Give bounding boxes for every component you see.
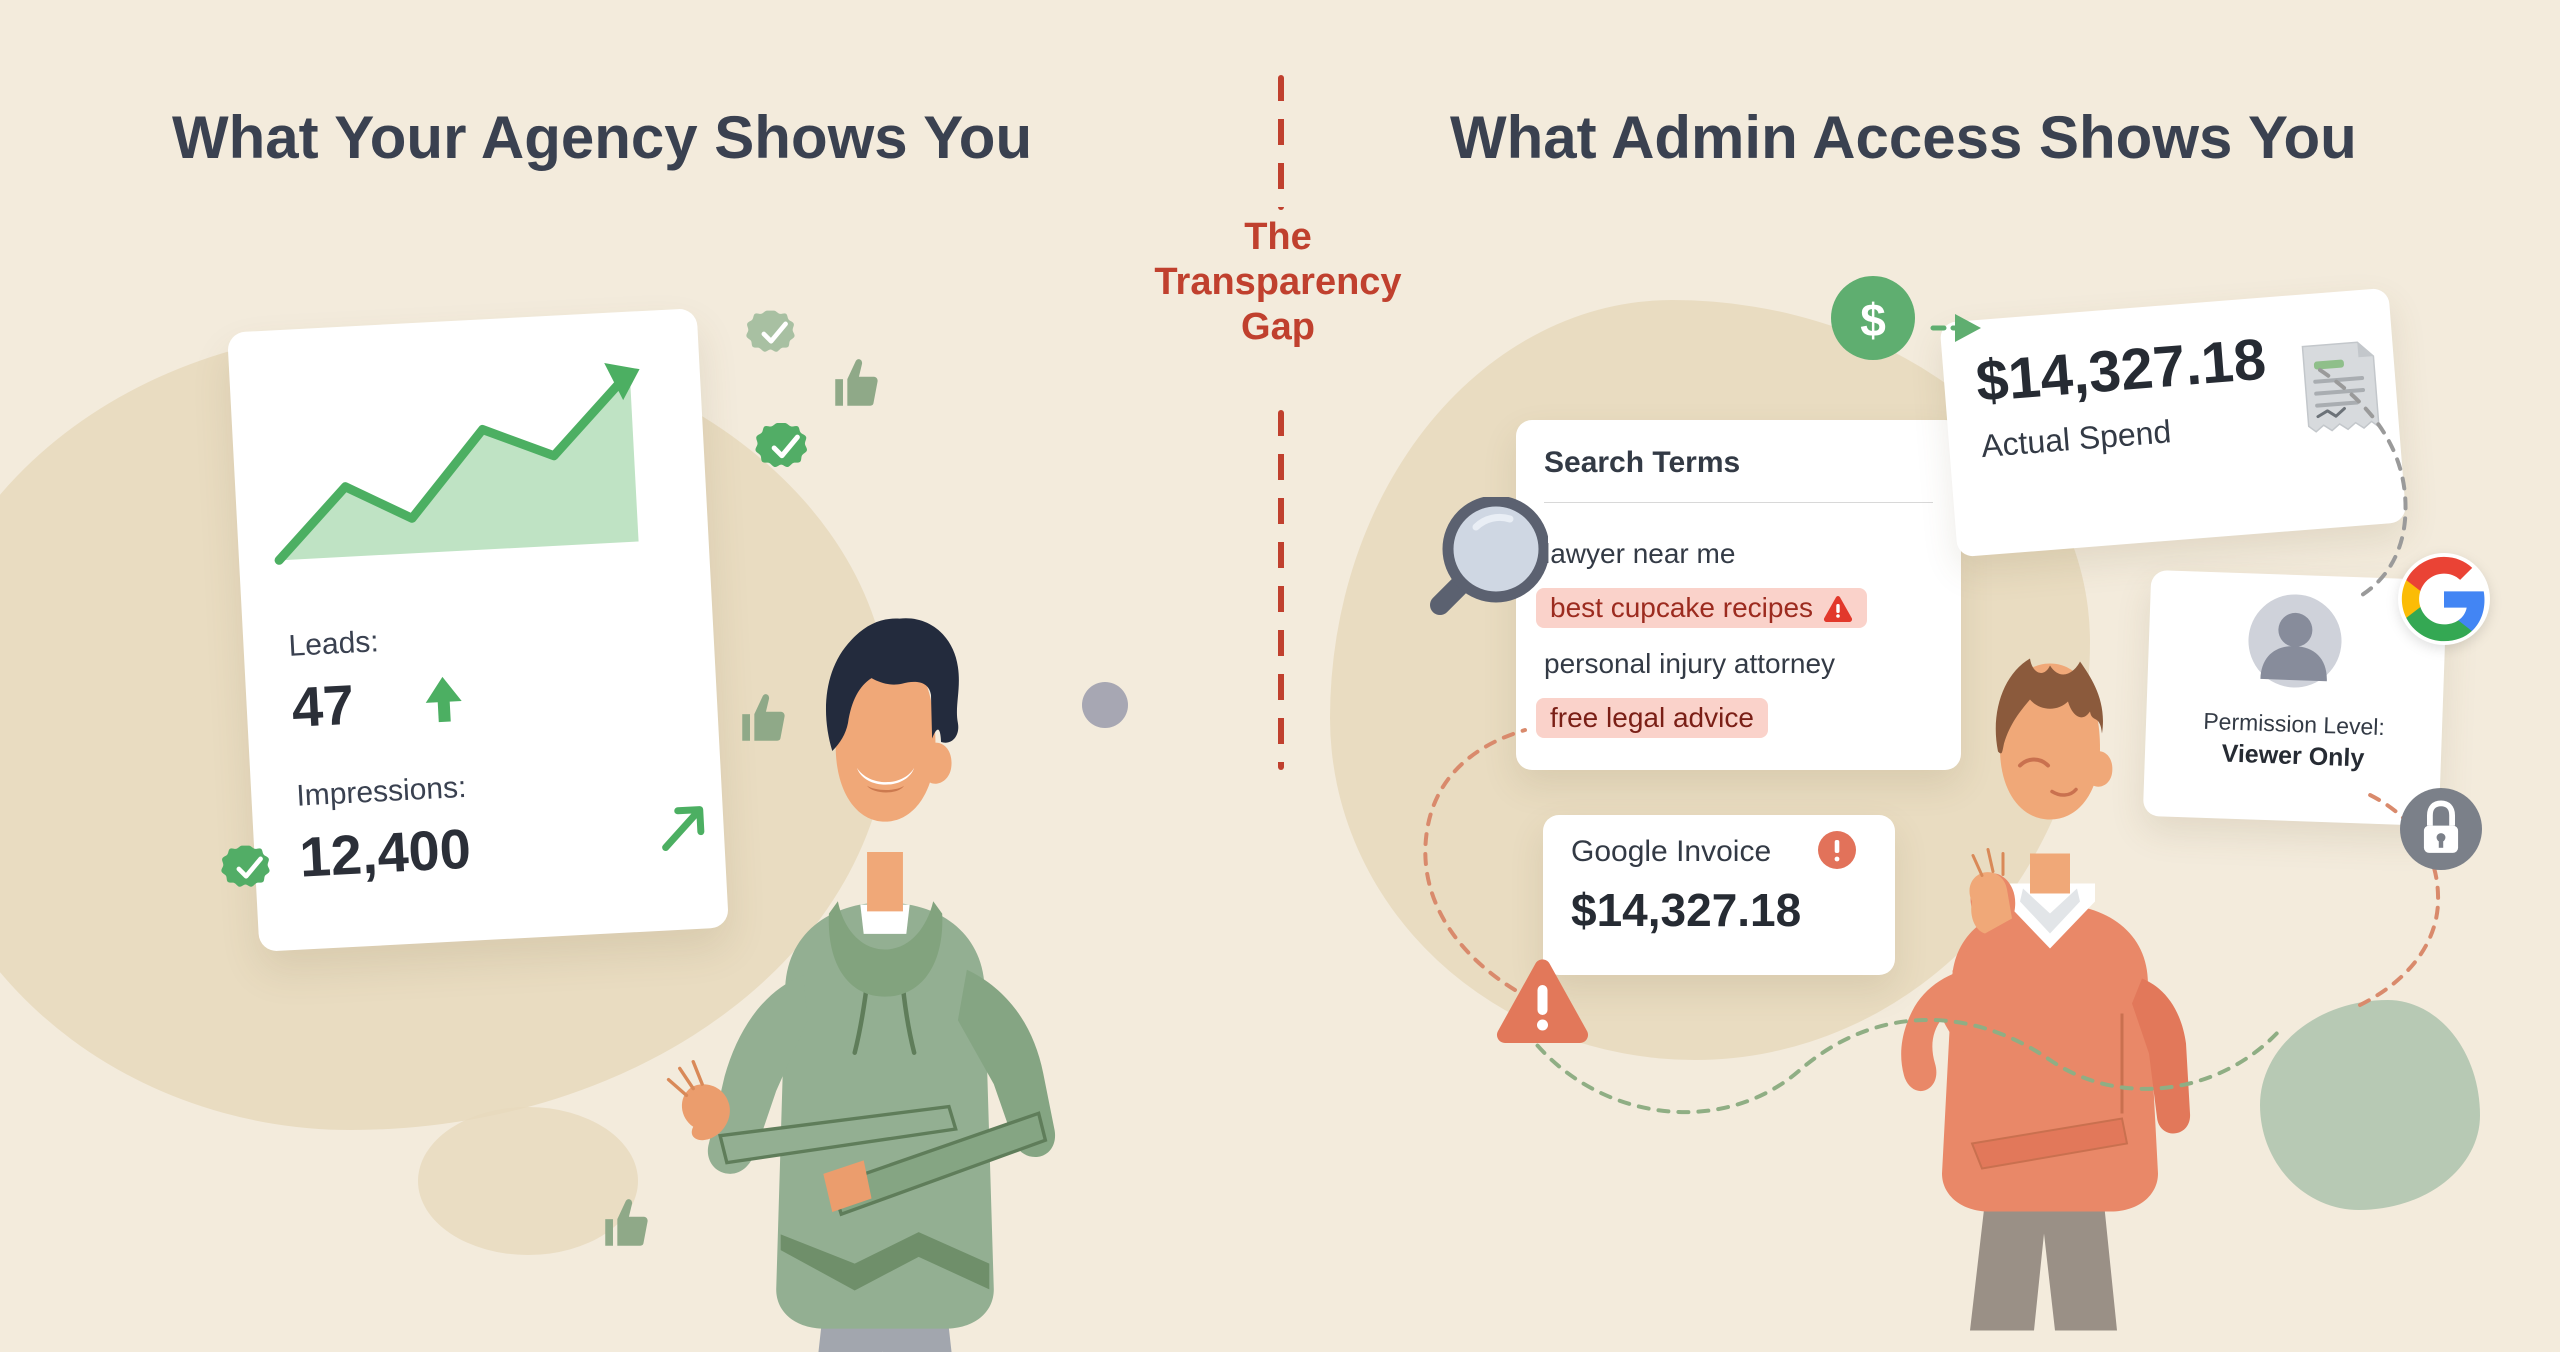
svg-text:$: $ (1860, 294, 1886, 346)
